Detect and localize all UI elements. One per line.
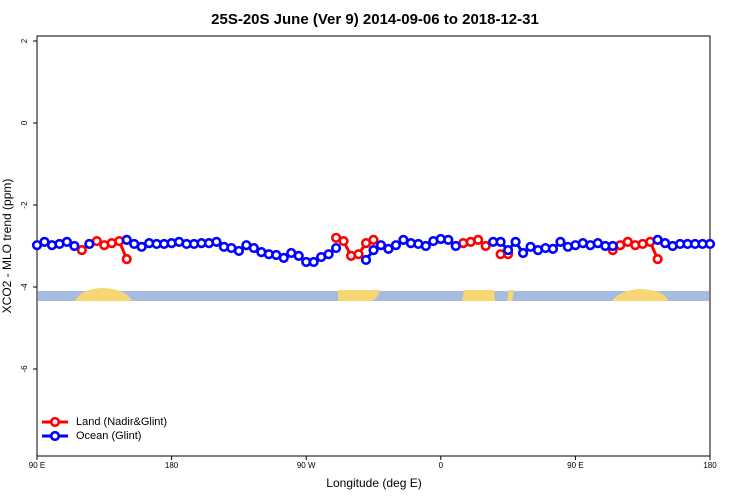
data-point [375, 240, 387, 251]
data-point [443, 234, 454, 245]
y-tick-label: 0 [20, 120, 29, 125]
land-strip [75, 288, 668, 301]
y-tick-label: -4 [20, 283, 29, 291]
data-point [450, 240, 461, 252]
data-point [510, 236, 521, 247]
y-tick-label: -6 [20, 365, 29, 373]
data-point [211, 236, 222, 247]
data-point [323, 249, 334, 260]
data-point [503, 245, 514, 256]
data-point [555, 236, 566, 247]
data-point [420, 240, 431, 252]
data-point [607, 240, 618, 252]
legend-label: Ocean (Glint) [76, 430, 141, 442]
data-point [383, 243, 394, 254]
x-tick-label: 180 [165, 461, 179, 470]
data-point [704, 238, 716, 250]
data-point [517, 247, 529, 259]
x-tick-label: 0 [439, 461, 444, 470]
legend-label: Land (Nadir&Glint) [76, 416, 167, 428]
x-tick-label: 90 E [29, 461, 45, 470]
map-strip [38, 288, 709, 301]
x-tick-label: 90 E [567, 461, 583, 470]
y-tick-label: -2 [20, 201, 29, 209]
data-point [233, 245, 244, 257]
x-tick-label: 180 [703, 461, 717, 470]
data-point [338, 235, 349, 247]
data-point [390, 240, 402, 251]
data-point [136, 241, 147, 252]
x-axis-label: Longitude (deg E) [326, 476, 421, 490]
x-tick-label: 90 W [297, 461, 316, 470]
data-point [76, 245, 87, 256]
data-point [368, 234, 379, 245]
data-point [121, 234, 132, 245]
data-point [84, 238, 95, 250]
data-point [331, 242, 342, 254]
data-point [293, 250, 304, 261]
chart-title: 25S-20S June (Ver 9) 2014-09-06 to 2018-… [211, 11, 539, 28]
data-point [278, 252, 289, 263]
data-point [473, 234, 484, 245]
data-point [547, 243, 559, 254]
data-point [652, 254, 663, 265]
data-point [308, 256, 319, 268]
data-point [248, 242, 259, 254]
data-point [368, 245, 379, 256]
legend-marker [49, 416, 61, 428]
data-point [61, 236, 73, 247]
y-axis-label: XCO2 - MLO trend (ppm) [0, 179, 14, 314]
data-point [69, 240, 80, 252]
data-point [360, 254, 372, 266]
legend-marker [49, 430, 61, 442]
data-point [121, 254, 132, 265]
data-point [480, 240, 491, 252]
data-point [353, 249, 364, 260]
y-tick-label: 2 [20, 38, 29, 43]
data-point [495, 236, 506, 247]
